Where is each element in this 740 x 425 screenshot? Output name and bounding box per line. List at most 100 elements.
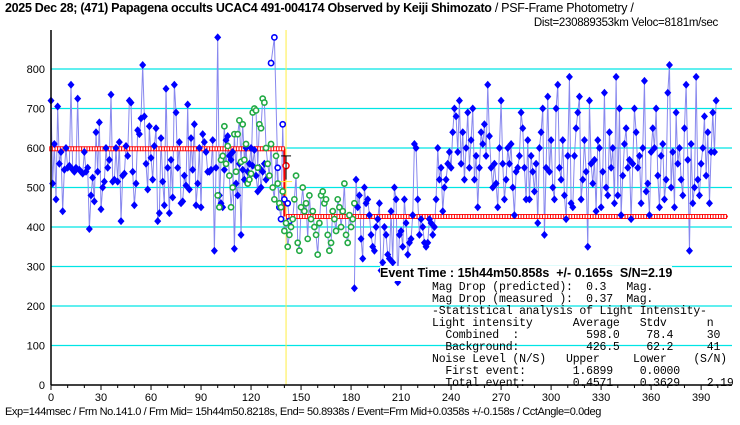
data-point-diamond (55, 159, 63, 168)
model-marker (211, 146, 216, 152)
model-marker (659, 214, 663, 219)
mag-drop-predicted: Mag Drop (predicted): 0.3 Mag. (432, 281, 654, 294)
model-marker (464, 214, 469, 219)
model-marker (488, 214, 493, 219)
model-marker (624, 214, 629, 219)
model-marker (611, 214, 615, 219)
data-point-diamond (570, 151, 578, 160)
data-point-diamond (380, 223, 388, 231)
model-marker (603, 214, 607, 219)
model-marker (341, 214, 346, 219)
model-marker (678, 214, 682, 219)
data-point-diamond (705, 199, 713, 208)
model-marker (137, 146, 141, 152)
model-marker (155, 146, 160, 152)
data-point-diamond (107, 90, 115, 99)
model-marker (166, 146, 171, 152)
model-marker (214, 146, 219, 152)
model-marker (486, 214, 490, 219)
model-marker (158, 146, 163, 152)
model-marker (670, 214, 674, 219)
stats-heading: -Statistical analysis of Light Intensity… (432, 305, 707, 318)
model-marker (75, 146, 80, 152)
data-point-circle (342, 231, 350, 239)
data-point-circle (252, 107, 260, 114)
data-point-diamond (94, 167, 102, 176)
data-point-diamond (367, 230, 375, 239)
data-point-circle (292, 172, 300, 180)
data-point-circle (277, 203, 285, 211)
data-point-diamond (492, 179, 500, 188)
model-marker (387, 214, 391, 219)
chart-title: 2025 Dec 28; (471) Papagena occults UCAC… (5, 1, 634, 16)
data-point-diamond (80, 147, 88, 156)
model-marker (339, 214, 343, 219)
data-point-diamond (164, 163, 172, 172)
model-marker (131, 146, 136, 152)
model-marker (686, 214, 690, 219)
data-point-diamond (494, 203, 502, 212)
model-marker (718, 214, 722, 219)
model-marker (526, 214, 530, 219)
model-marker (531, 214, 535, 219)
data-point-diamond (617, 211, 625, 220)
data-point-diamond (569, 203, 577, 212)
data-point-diamond (379, 258, 387, 267)
data-point-diamond (144, 185, 152, 194)
data-point-diamond (140, 112, 148, 121)
data-point-diamond (154, 217, 162, 226)
data-point-diamond (62, 144, 70, 152)
data-point-circle (219, 152, 227, 160)
data-point-circle (282, 219, 290, 227)
data-point-diamond (399, 242, 407, 251)
data-point-diamond (482, 151, 490, 160)
data-point-diamond (540, 230, 548, 239)
data-point-circle (254, 164, 262, 172)
data-point-circle (272, 152, 280, 160)
data-point-diamond (612, 72, 620, 81)
model-marker (219, 146, 224, 152)
model-marker (142, 146, 147, 152)
x-tick-label: 90 (195, 392, 207, 404)
data-point-circle (309, 207, 317, 215)
data-point-diamond (142, 159, 150, 168)
model-marker (520, 214, 525, 219)
data-point-circle (349, 215, 357, 223)
model-marker (193, 146, 197, 152)
data-point-diamond (575, 92, 583, 101)
data-point-diamond (415, 230, 423, 239)
model-marker (574, 214, 578, 219)
axes: 0 100 200 300 400 500 600 700 800 0 30 60 90 120 150 18… (27, 30, 732, 404)
data-point-diamond (402, 219, 410, 228)
model-marker (672, 214, 677, 219)
model-marker (97, 146, 101, 152)
y-tick-label: 100 (27, 341, 45, 353)
stats-combined: Combined : 598.0 78.4 30 (432, 329, 721, 342)
data-point-circle (340, 180, 348, 187)
model-marker (640, 214, 645, 219)
data-point-circle (344, 239, 352, 247)
data-point-diamond (622, 124, 630, 133)
model-marker (598, 214, 602, 219)
x-tick-label: 120 (242, 392, 260, 404)
data-point-circle (304, 235, 312, 243)
data-point-diamond (162, 84, 170, 93)
x-tick-label: 150 (292, 392, 310, 404)
data-point-diamond (605, 128, 613, 137)
data-point-diamond (537, 128, 545, 137)
model-marker (94, 146, 99, 152)
data-point-diamond (467, 136, 475, 145)
data-point-diamond (84, 163, 92, 172)
data-point-diamond (600, 88, 608, 97)
data-point-diamond (549, 183, 557, 192)
data-point-diamond (629, 159, 637, 168)
data-point-diamond (539, 104, 547, 113)
x-tick-label: 330 (592, 392, 610, 404)
data-point-diamond (350, 284, 358, 293)
data-point-diamond (250, 145, 258, 154)
data-point-diamond (374, 215, 382, 224)
model-marker (389, 214, 394, 219)
model-marker (536, 214, 541, 219)
data-point-diamond (610, 199, 618, 208)
data-point-diamond (74, 94, 82, 103)
